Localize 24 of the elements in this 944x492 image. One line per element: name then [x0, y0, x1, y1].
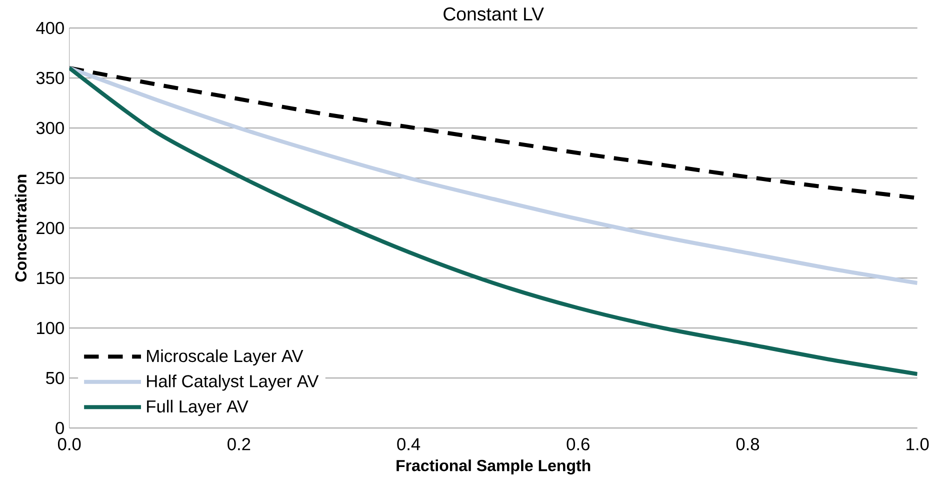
x-axis-title: Fractional Sample Length: [396, 459, 590, 474]
y-tick-label: 300: [36, 122, 64, 134]
x-tick-label: 1.0: [906, 438, 929, 450]
y-tick-label: 350: [36, 72, 64, 84]
y-axis-title: Concentration: [14, 174, 27, 282]
y-tick-label: 250: [36, 172, 64, 184]
x-tick-label: 0.4: [397, 438, 420, 450]
line-series: [69, 66, 918, 376]
y-tick-label: 200: [36, 222, 64, 234]
y-tick-label: 0: [56, 422, 64, 434]
y-tick-label: 50: [46, 372, 64, 384]
chart-title: Constant LV: [444, 7, 544, 21]
y-tick-label: 400: [36, 22, 64, 34]
x-tick-label: 0.8: [736, 438, 760, 450]
legend-label: Full Layer AV: [147, 400, 248, 416]
x-tick-label: 0.2: [228, 438, 250, 450]
line-series: [69, 66, 918, 200]
line-series: [69, 66, 918, 285]
legend-label: Microscale Layer AV: [147, 349, 304, 366]
y-tick-label: 100: [37, 322, 64, 334]
legend-label: Half Catalyst Layer AV: [147, 374, 319, 391]
x-tick-label: 0.6: [566, 438, 590, 450]
y-tick-label: 150: [37, 272, 64, 284]
x-tick-label: 0.0: [58, 438, 81, 450]
